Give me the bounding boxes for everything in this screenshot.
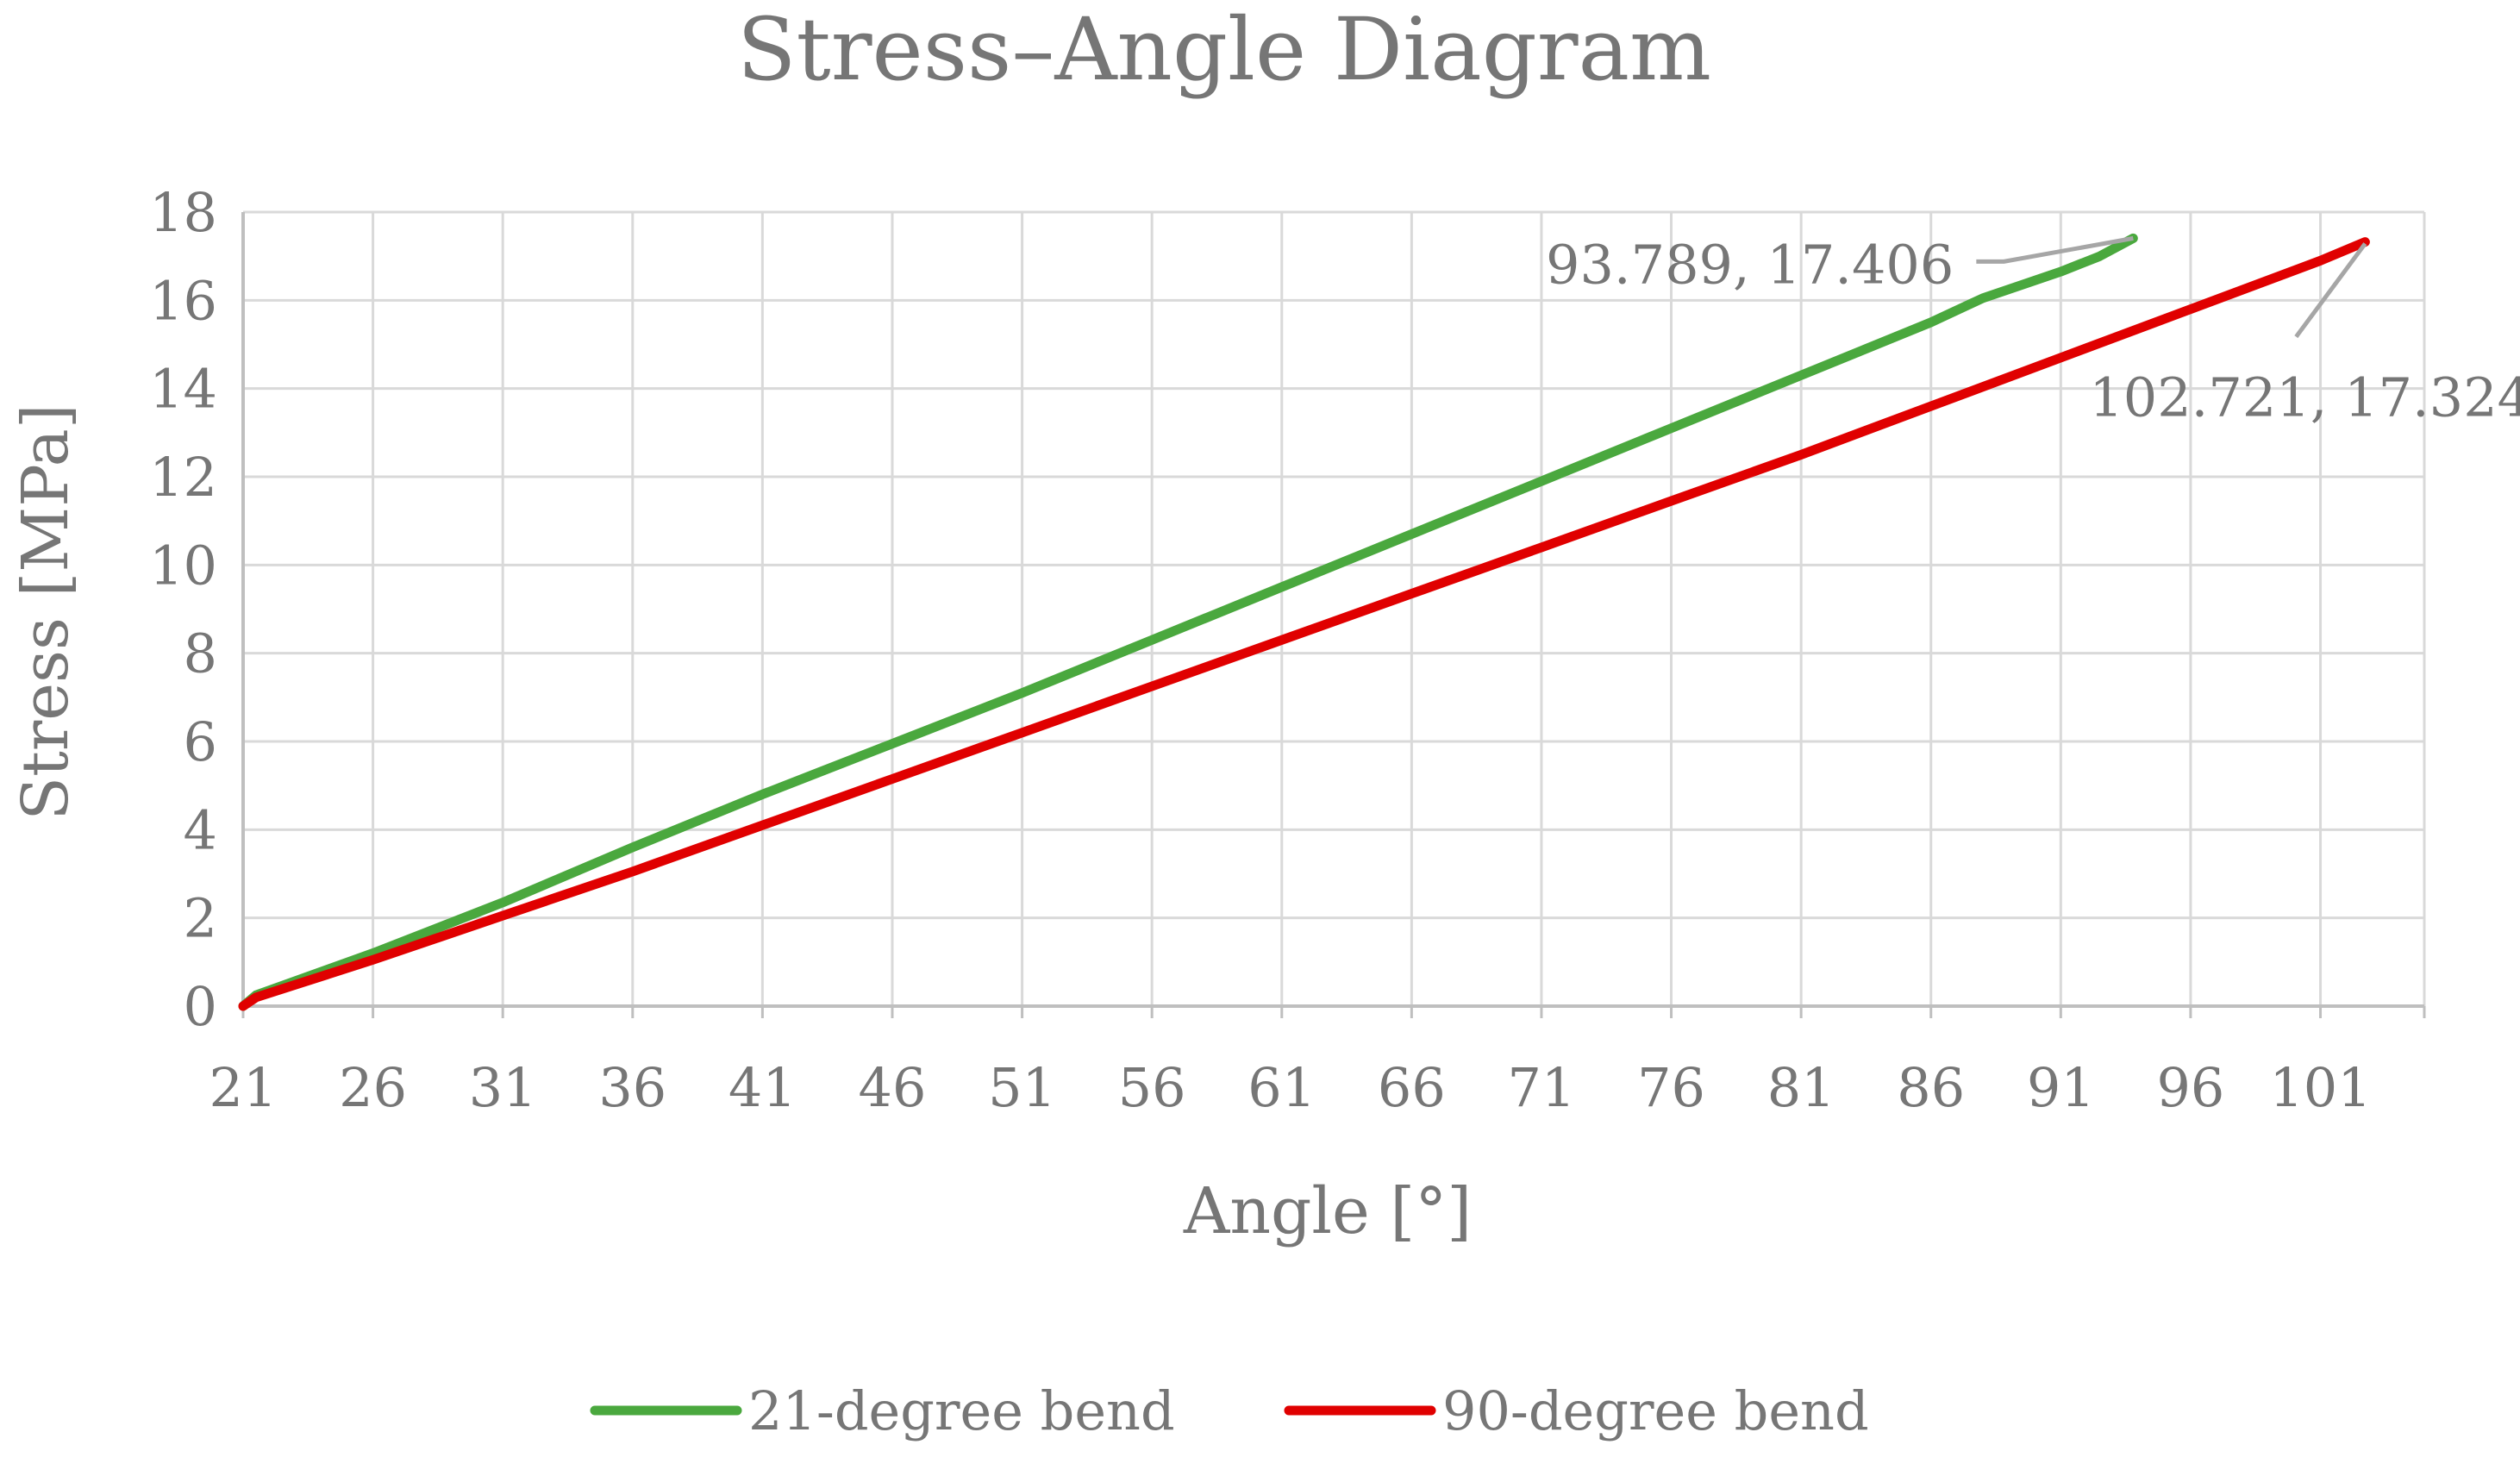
y-tick-label: 10	[149, 534, 217, 597]
x-tick-label: 36	[598, 1056, 666, 1119]
x-tick-label: 41	[728, 1056, 797, 1119]
legend-label-1: 21-degree bend	[748, 1379, 1175, 1442]
gridlines	[243, 210, 2426, 1006]
annotation-leader-1	[1976, 235, 2134, 264]
y-tick-label: 16	[149, 269, 217, 332]
series-line-1	[238, 233, 2138, 1011]
x-tick-label: 56	[1118, 1056, 1186, 1119]
x-tick-label: 31	[469, 1056, 537, 1119]
y-tick-label: 8	[184, 622, 217, 685]
series-lines	[238, 233, 2370, 1011]
x-tick-label: 21	[209, 1056, 278, 1119]
x-tick-label: 46	[859, 1056, 927, 1119]
x-tick-label: 91	[2027, 1056, 2095, 1119]
data-label-2: 102.721, 17.324	[2089, 366, 2520, 429]
y-tick-label: 4	[184, 798, 217, 861]
x-tick-label: 101	[2269, 1056, 2371, 1119]
x-tick-label: 76	[1637, 1056, 1705, 1119]
y-tick-label: 0	[184, 975, 217, 1038]
chart-title: Stress–Angle Diagram	[737, 0, 1711, 100]
legend: 21-degree bend 90-degree bend	[590, 1379, 1869, 1442]
x-tick-label: 51	[988, 1056, 1056, 1119]
y-axis-label: Stress [MPa]	[9, 403, 83, 820]
x-tick-label: 61	[1247, 1056, 1316, 1119]
x-tick-label: 26	[339, 1056, 407, 1119]
series-line-2	[238, 237, 2370, 1011]
axes	[241, 212, 2426, 1018]
y-tick-label: 14	[149, 358, 217, 421]
annotation-leader-2	[2294, 242, 2367, 339]
x-axis-label: Angle [°]	[1183, 1174, 1472, 1248]
x-tick-label: 66	[1378, 1056, 1446, 1119]
x-tick-label: 81	[1767, 1056, 1835, 1119]
data-label-1: 93.789, 17.406	[1546, 233, 1954, 296]
legend-label-2: 90-degree bend	[1442, 1379, 1869, 1442]
x-tick-label: 71	[1507, 1056, 1575, 1119]
y-tick-label: 2	[184, 887, 217, 950]
y-tick-label: 12	[149, 446, 217, 509]
x-tick-label: 96	[2156, 1056, 2224, 1119]
x-tick-label: 86	[1897, 1056, 1965, 1119]
y-tick-label: 18	[149, 181, 217, 244]
data-annotations: 93.789, 17.406 102.721, 17.324	[1546, 233, 2520, 428]
y-tick-label: 6	[184, 710, 217, 773]
